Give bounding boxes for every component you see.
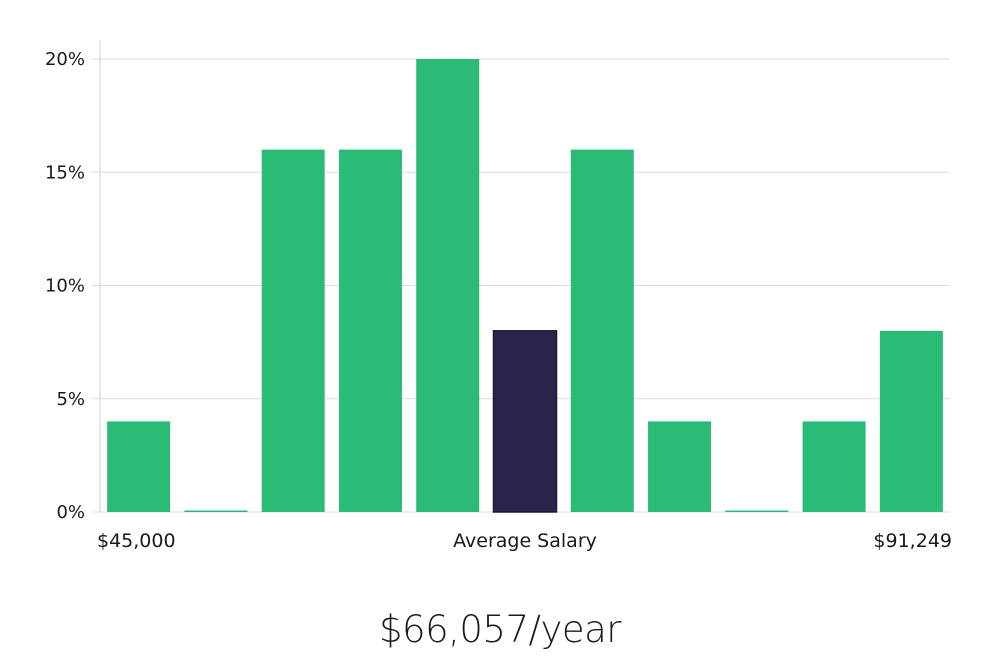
y-tick-label: 15% [45,162,85,183]
y-tick-label: 5% [56,389,85,410]
y-axis-ticks: 0% 5% 10% 15% 20% [45,49,85,523]
bar [261,149,325,512]
bar [184,510,248,512]
bar-average-salary [492,330,558,513]
y-tick-label: 20% [45,49,85,70]
bar [648,421,712,512]
x-axis-label: Average Salary [453,530,597,552]
bar [879,330,943,512]
x-min-label: $45,000 [97,530,176,552]
y-tick-label: 0% [56,502,85,523]
bar [725,510,789,512]
average-salary-value: $66,057/year [378,608,622,651]
x-max-label: $91,249 [873,530,952,552]
bar [416,59,480,512]
bars [107,59,943,513]
bar [107,421,171,512]
bar [802,421,866,512]
bar [570,149,634,512]
bar [338,149,402,512]
salary-distribution-chart: 0% 5% 10% 15% 20% $45,000 Average Salary $91… [45,40,952,552]
y-tick-label: 10% [45,276,85,297]
